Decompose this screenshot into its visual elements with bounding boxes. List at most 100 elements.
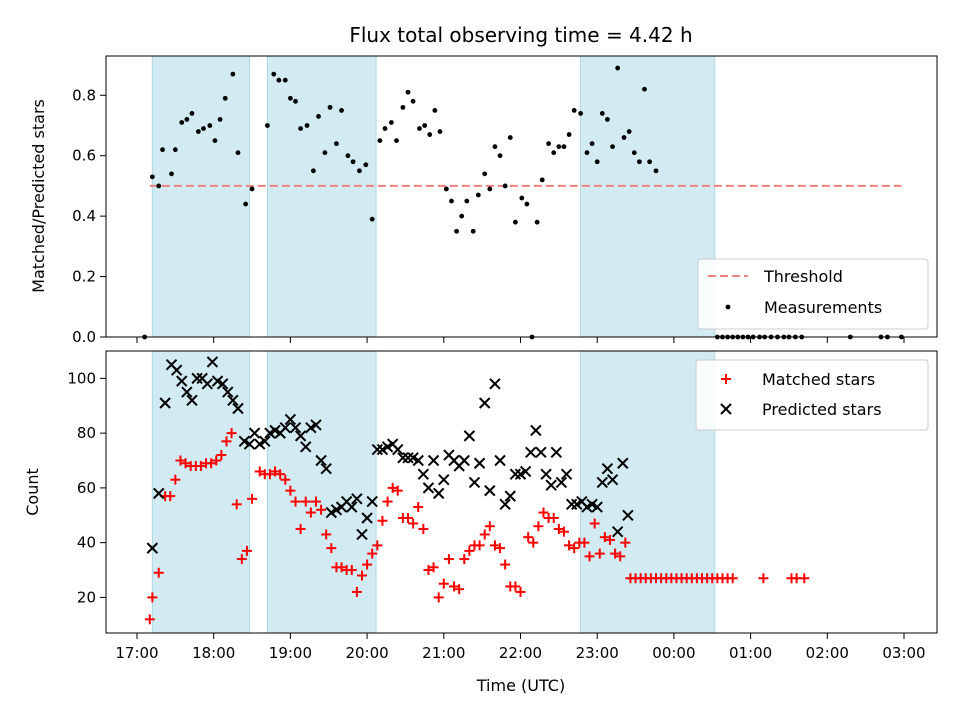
measurement-point [264,123,270,128]
matched-star-point [569,543,580,554]
matched-star-point [285,485,296,496]
measurement-point [561,144,567,150]
predicted-star-point [417,468,430,480]
measurement-point [507,135,513,140]
matched-star-point [310,496,321,507]
predicted-star-point [432,487,445,500]
measurement-point [201,126,206,131]
predicted-star-point [320,463,332,475]
measurement-point [322,150,328,156]
predicted-star-point [519,465,532,478]
measurement-point [470,228,476,234]
predicted-star-point [310,419,322,431]
predicted-star-point [402,452,414,464]
matched-star-point [727,573,738,584]
top-panel: 0.00.20.40.60.8 Matched/Predicted stars … [29,55,938,346]
predicted-star-point [243,438,256,450]
predicted-star-point [170,364,183,376]
matched-star-point [589,518,600,529]
matched-star-point [515,586,526,597]
measurement-point [243,201,249,207]
predicted-star-point [294,430,307,442]
matched-star-point [321,529,332,540]
bottom-panel: 20 40 60 80 100 17:00 18:00 19:00 20:00 21:00 22:… [23,350,938,695]
predicted-star-point [545,479,557,491]
measurement-point [610,144,615,150]
measurement-point [482,171,488,177]
top-panel-frame [105,55,938,338]
bottom-shaded-interval [580,350,716,634]
matched-star-point [346,565,357,576]
matched-star-point [305,507,316,518]
bottom-legend-box [695,359,929,431]
matched-star-point [206,458,217,469]
predicted-star-point [371,443,384,456]
predicted-star-point [153,487,165,500]
matched-star-point [165,491,176,502]
predicted-star-point [601,463,614,475]
matched-star-point [300,496,311,507]
matched-star-point [418,523,429,534]
matched-star-point [538,507,549,518]
matched-star-point [241,545,252,556]
measurement-point [566,132,572,137]
x-tick-label: 23:00 [576,644,619,662]
measurement-point [631,150,637,156]
matched-star-point [180,458,191,469]
matched-star-point [362,559,373,570]
legend-threshold-label: Threshold [763,267,843,286]
measurement-point [222,95,228,101]
matched-star-point [423,565,434,576]
predicted-star-point [473,457,486,469]
measurement-point [417,126,422,131]
measurement-point [615,65,621,71]
measurement-point [184,117,190,122]
predicted-star-point [484,484,496,497]
measurement-point [621,135,627,140]
predicted-star-point [146,542,159,554]
matched-star-point [523,532,534,543]
predicted-star-point [530,424,542,437]
top-legend: Threshold Measurements [697,258,929,330]
measurement-point [345,153,351,159]
predicted-star-point [606,473,619,486]
top-y-tick-label: 0.8 [72,86,96,104]
measurement-point [160,147,165,153]
measurement-point [382,126,388,131]
predicted-star-point [468,476,481,489]
predicted-star-point [227,394,239,406]
predicted-star-point [201,378,214,390]
bottom-legend: Matched stars Predicted stars [695,359,929,431]
measurement-point [172,147,178,153]
measurement-point [487,186,493,192]
measurement-point [578,111,583,116]
predicted-star-point [300,441,312,453]
matched-star-point [326,543,337,554]
matched-star-point [231,499,242,510]
measurement-point [636,159,642,165]
matched-star-point [264,469,275,480]
measurement-point [334,141,339,147]
predicted-star-point [438,473,450,486]
predicted-star-point [617,457,629,469]
bottom-panel-x-ticks: 17:00 18:00 19:00 20:00 21:00 22:00 23:00 00:00… [115,633,926,662]
matched-star-point [433,592,444,603]
predicted-star-point [596,476,609,489]
bottom-y-tick-label: 40 [77,534,96,552]
x-tick-label: 17:00 [115,644,158,662]
predicted-star-point [422,482,435,494]
predicted-star-point [346,501,358,513]
measurement-point [589,141,595,147]
matched-star-point [564,540,575,551]
matched-star-point [479,529,490,540]
measurement-point [179,120,185,125]
top-y-tick-label: 0.0 [72,328,96,346]
measurement-point [156,183,162,189]
measurement-point [497,153,503,159]
matched-star-point [387,482,398,493]
predicted-stars-points [146,356,634,554]
x-tick-label: 18:00 [192,644,235,662]
measurement-point [217,117,223,122]
measurement-point [350,159,356,165]
